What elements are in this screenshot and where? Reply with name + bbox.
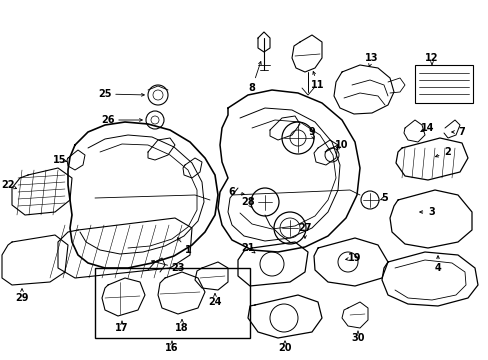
Text: 9: 9	[308, 127, 315, 137]
Text: 6: 6	[228, 187, 235, 197]
Text: 22: 22	[1, 180, 15, 190]
Text: 21: 21	[241, 243, 254, 253]
Bar	[414, 65, 472, 103]
Text: 26: 26	[101, 115, 115, 125]
Text: 12: 12	[425, 53, 438, 63]
Text: 3: 3	[428, 207, 434, 217]
Text: 1: 1	[184, 245, 191, 255]
Text: 17: 17	[115, 323, 128, 333]
Text: 7: 7	[458, 127, 465, 137]
Text: 11: 11	[311, 80, 324, 90]
Text: 2: 2	[444, 147, 450, 157]
Text: 25: 25	[98, 89, 112, 99]
Bar	[95, 268, 249, 338]
Text: 18: 18	[175, 323, 188, 333]
Text: 4: 4	[434, 263, 441, 273]
Text: 27: 27	[298, 223, 311, 233]
Text: 23: 23	[171, 263, 184, 273]
Text: 15: 15	[53, 155, 67, 165]
Text: 20: 20	[278, 343, 291, 353]
Text: 16: 16	[165, 343, 179, 353]
Text: 19: 19	[347, 253, 361, 263]
Text: 28: 28	[241, 197, 254, 207]
Text: 5: 5	[381, 193, 387, 203]
Text: 29: 29	[15, 293, 29, 303]
Text: 24: 24	[208, 297, 221, 307]
Text: 13: 13	[365, 53, 378, 63]
Text: 10: 10	[335, 140, 348, 150]
Text: 30: 30	[350, 333, 364, 343]
Text: 8: 8	[248, 83, 255, 93]
Text: 14: 14	[420, 123, 434, 133]
